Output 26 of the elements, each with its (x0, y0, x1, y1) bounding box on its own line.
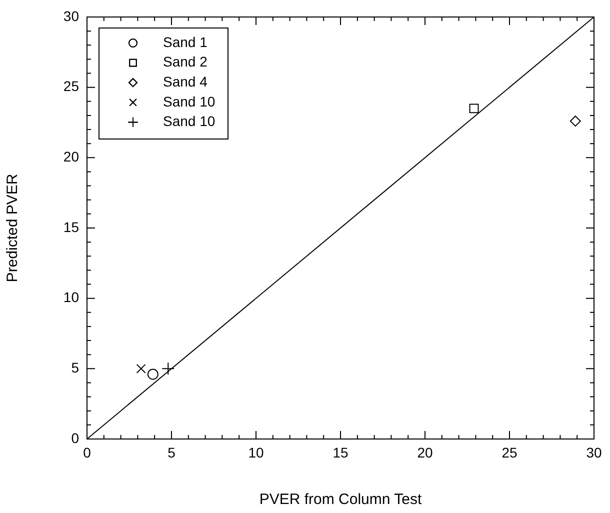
x-tick-label: 5 (168, 444, 176, 460)
y-tick-label: 5 (71, 360, 80, 376)
y-tick-label: 20 (63, 148, 80, 165)
x-tick-label: 20 (417, 444, 433, 460)
x-tick-label: 15 (332, 444, 348, 460)
x-tick-label: 10 (248, 444, 264, 460)
point (147, 368, 158, 380)
y-tick-label: 25 (63, 78, 80, 94)
y-tick-label: 10 (63, 289, 80, 306)
legend-label: Sand 2 (163, 54, 208, 70)
y-axis-title: Predicted PVER (4, 174, 22, 282)
legend-label: Sand 10 (163, 93, 216, 110)
point (162, 362, 175, 376)
x-tick-label: 0 (83, 444, 92, 460)
y-tick-label: 0 (71, 430, 80, 446)
legend-label: Sand 10 (163, 113, 216, 130)
point (136, 364, 146, 374)
point (570, 116, 581, 127)
point (469, 104, 479, 114)
y-tick-label: 30 (63, 8, 80, 24)
x-axis-title: PVER from Column Test (259, 491, 422, 508)
x-tick-label: 30 (586, 444, 602, 460)
legend-label: Sand 4 (163, 73, 208, 90)
y-tick-label: 15 (63, 218, 80, 235)
legend-label: Sand 1 (163, 34, 208, 50)
x-tick-label: 25 (502, 444, 518, 460)
